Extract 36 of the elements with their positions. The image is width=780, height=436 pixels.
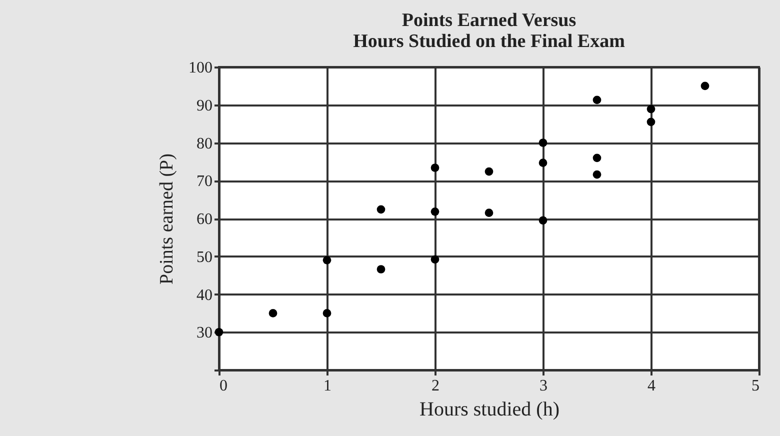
point [322,309,332,318]
point [430,164,440,172]
y-tick-label: 90 [196,97,212,114]
y-tick-label: 50 [196,248,212,266]
point [430,208,440,216]
y-axis-title: Points earned (P) [156,154,178,284]
y-tick-label: 80 [196,135,212,152]
point [538,138,548,147]
x-tick-label: 0 [220,378,228,394]
y-tick-label: 40 [196,286,212,304]
x-tick-label: 2 [432,378,440,394]
point [322,256,332,264]
x-tick-label: 1 [324,378,332,394]
point [538,158,548,167]
point [646,104,656,114]
point [700,82,710,90]
x-tick-label: 3 [540,378,548,394]
point [268,309,278,318]
y-tick-label: 100 [188,60,212,76]
point [484,167,494,176]
point [376,265,386,274]
x-axis-title: Hours studied (h) [420,398,560,420]
point [592,96,602,104]
y-tick-label: 60 [196,211,212,228]
point [646,118,656,126]
x-tick-label: 5 [752,378,760,394]
point [484,208,494,217]
x-tick-label: 4 [648,378,656,394]
point [592,154,602,162]
y-tick-label: 70 [196,173,212,190]
point [592,170,602,179]
point [538,216,548,225]
point [376,205,386,214]
chart-title: Points Earned Versus Hours Studied on the Final Exam [353,10,626,52]
point [430,255,440,264]
y-tick-label: 30 [196,324,212,342]
